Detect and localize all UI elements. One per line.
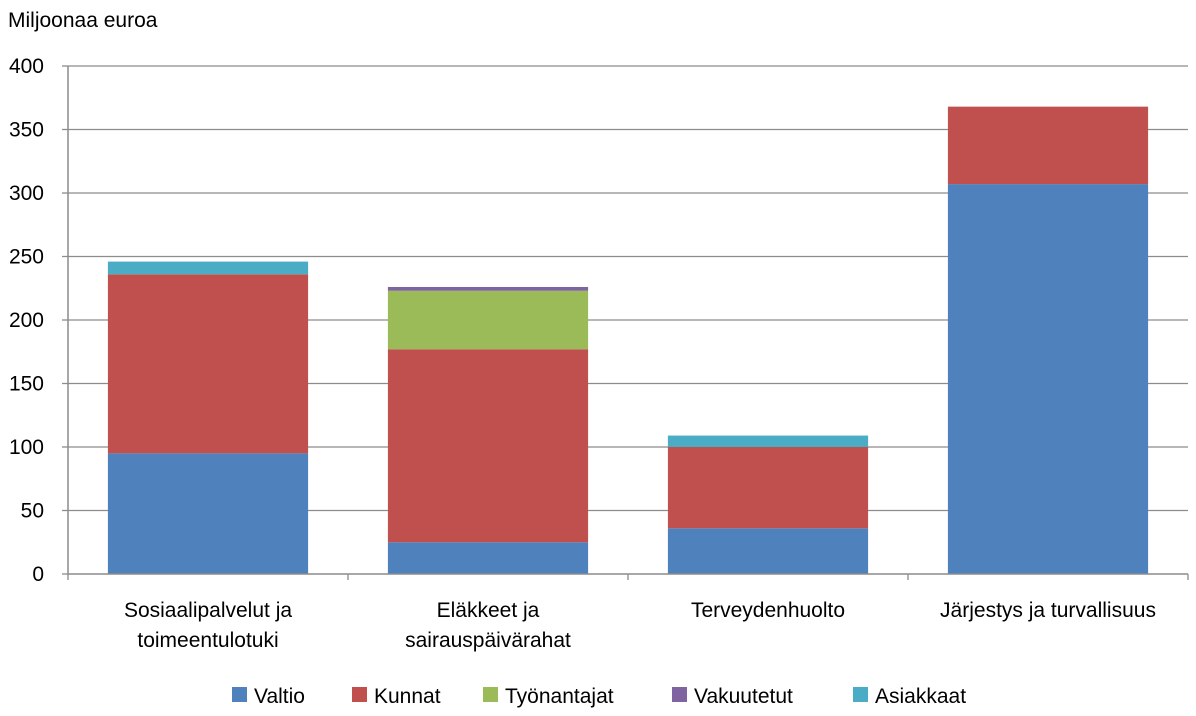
y-tick-label: 200 xyxy=(9,309,44,332)
bars xyxy=(107,106,1149,575)
y-tick-label: 250 xyxy=(9,246,44,269)
bar-kunnat xyxy=(387,349,589,543)
x-category-label: Sosiaalipalvelut ja toimeentulotuki xyxy=(124,599,292,652)
legend-label-vakuutetut: Vakuutetut xyxy=(694,685,793,708)
y-tick-label: 100 xyxy=(9,436,44,459)
bar-valtio xyxy=(387,542,589,574)
bar-valtio xyxy=(667,528,869,574)
y-tick-label: 400 xyxy=(9,55,44,78)
x-category-label: Eläkkeet ja sairauspäivärahat xyxy=(405,599,571,652)
x-category-label: Terveydenhuolto xyxy=(691,599,845,622)
x-category-labels: Sosiaalipalvelut ja toimeentulotuki Eläkke… xyxy=(124,599,1156,652)
legend-swatch-kunnat xyxy=(352,687,367,702)
legend-swatch-valtio xyxy=(232,687,247,702)
bar-kunnat xyxy=(947,106,1149,185)
legend-label-asiakkaat: Asiakkaat xyxy=(875,685,966,708)
x-category-label: Järjestys ja turvallisuus xyxy=(940,599,1156,622)
y-tick-labels: 0 50 100 150 200 250 300 350 400 xyxy=(9,55,44,586)
legend: Valtio Kunnat Työnantajat Vakuutetut Asiakka… xyxy=(232,685,966,708)
bar-asiakkaat xyxy=(107,261,309,275)
bar-valtio xyxy=(947,184,1149,575)
legend-swatch-asiakkaat xyxy=(853,687,868,702)
legend-swatch-ty-nantajat xyxy=(483,687,498,702)
bar-asiakkaat xyxy=(667,435,869,447)
bar-ty-nantajat xyxy=(387,290,589,350)
y-tick-label: 350 xyxy=(9,119,44,142)
axes xyxy=(62,65,1189,580)
y-tick-label: 300 xyxy=(9,182,44,205)
bar-valtio xyxy=(107,453,309,574)
bar-kunnat xyxy=(667,447,869,529)
legend-swatch-vakuutetut xyxy=(672,687,687,702)
legend-label-ty-nantajat: Työnantajat xyxy=(505,685,614,708)
legend-label-valtio: Valtio xyxy=(254,685,305,708)
y-tick-label: 50 xyxy=(21,500,44,523)
y-axis-title: Miljoonaa euroa xyxy=(8,9,158,32)
y-tick-label: 0 xyxy=(32,563,44,586)
bar-kunnat xyxy=(107,274,309,454)
legend-label-kunnat: Kunnat xyxy=(374,685,441,708)
bar-vakuutetut xyxy=(387,286,589,291)
y-tick-label: 150 xyxy=(9,373,44,396)
